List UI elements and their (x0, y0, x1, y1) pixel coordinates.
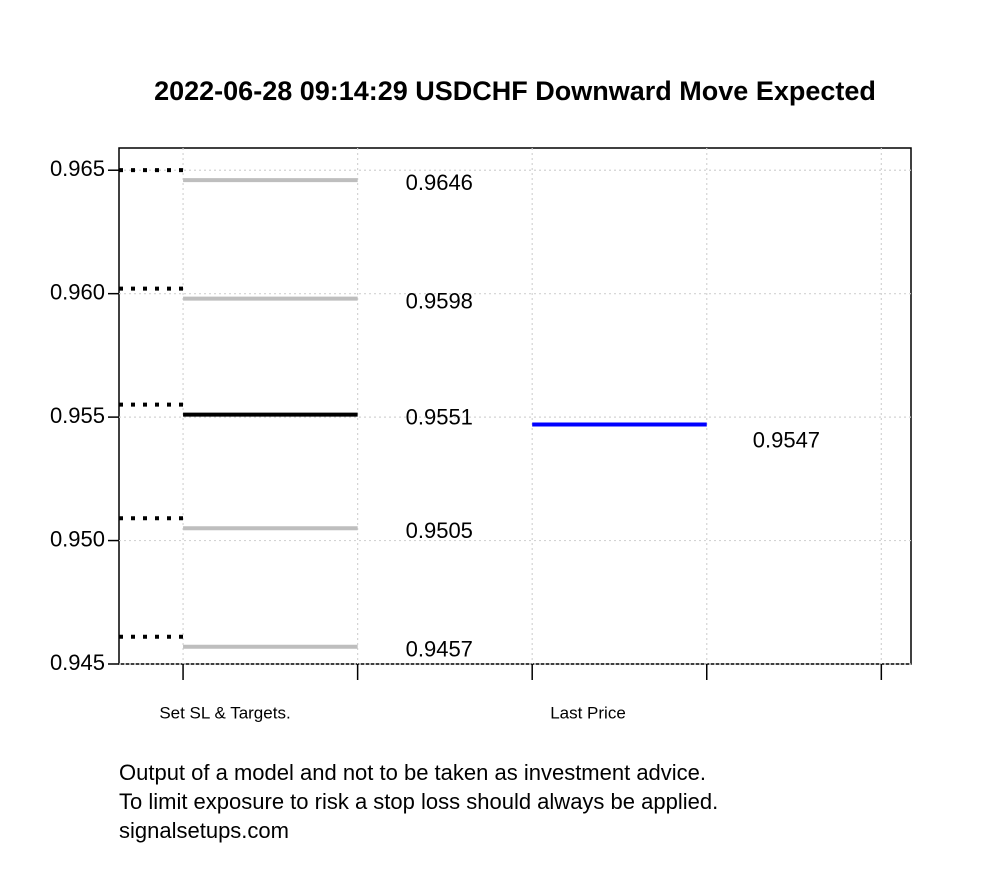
note: Output of a model and not to be taken as… (119, 760, 706, 785)
plot-box (118, 147, 912, 665)
data-label: 0.9457 (406, 637, 473, 662)
chart-title: 2022-06-28 09:14:29 USDCHF Downward Move… (154, 76, 876, 106)
data-label: 0.9598 (406, 288, 473, 313)
note: signalsetups.com (119, 818, 289, 843)
y-tick-label: 0.945 (50, 650, 105, 675)
y-tick-label: 0.960 (50, 279, 105, 304)
y-tick-label: 0.950 (50, 526, 105, 551)
note: To limit exposure to risk a stop loss sh… (119, 789, 718, 814)
x-category-label: Set SL & Targets. (159, 703, 290, 722)
y-tick-label: 0.965 (50, 156, 105, 181)
data-label: 0.9547 (753, 427, 820, 452)
data-label: 0.9646 (406, 170, 473, 195)
data-label: 0.9551 (406, 404, 473, 429)
y-tick-label: 0.955 (50, 403, 105, 428)
x-category-label: Last Price (550, 703, 626, 722)
data-label: 0.9505 (406, 518, 473, 543)
